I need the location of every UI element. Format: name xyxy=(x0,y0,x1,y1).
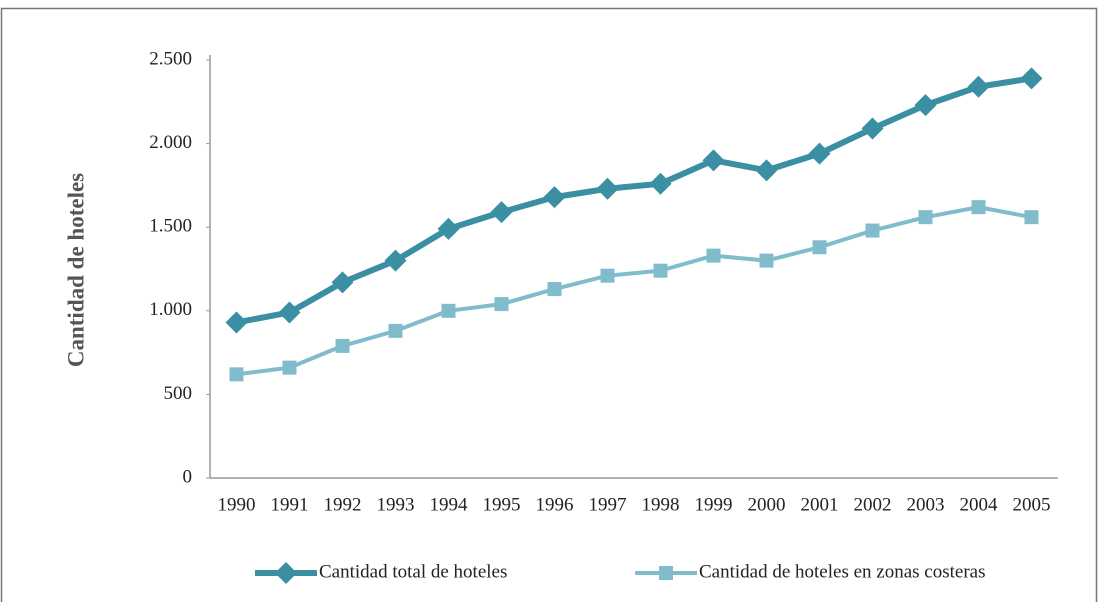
data-point xyxy=(702,149,725,172)
x-tick-label: 1992 xyxy=(324,494,362,515)
data-point xyxy=(490,201,513,224)
x-tick-label: 2002 xyxy=(854,494,892,515)
data-point xyxy=(759,253,774,268)
x-tick-label: 1995 xyxy=(483,494,521,515)
y-axis-title: Cantidad de hoteles xyxy=(63,173,88,367)
data-point xyxy=(865,223,880,238)
legend-label: Cantidad total de hoteles xyxy=(319,561,507,582)
legend-marker xyxy=(275,562,297,584)
data-point xyxy=(971,200,986,215)
x-tick-label: 2001 xyxy=(801,494,839,515)
data-point xyxy=(649,172,672,195)
data-point xyxy=(331,271,354,294)
data-point xyxy=(1020,67,1043,90)
data-point xyxy=(437,217,460,240)
x-tick-label: 1993 xyxy=(377,494,415,515)
y-tick-label: 2.000 xyxy=(149,132,192,153)
x-tick-label: 2003 xyxy=(907,494,945,515)
x-tick-label: 1990 xyxy=(218,494,256,515)
y-tick-label: 2.500 xyxy=(149,48,192,69)
x-tick-label: 2004 xyxy=(960,494,999,515)
data-point xyxy=(494,297,509,312)
data-point xyxy=(278,301,301,324)
data-point xyxy=(808,142,831,165)
data-point xyxy=(543,186,566,209)
data-point xyxy=(229,367,244,382)
x-tick-label: 1997 xyxy=(589,494,627,515)
legend-label: Cantidad de hoteles en zonas costeras xyxy=(699,561,985,582)
data-point xyxy=(335,338,350,353)
frame xyxy=(0,7,1098,602)
data-point xyxy=(596,177,619,200)
x-tick-label: 2000 xyxy=(748,494,786,515)
data-point xyxy=(388,323,403,338)
x-tick-label: 2005 xyxy=(1013,494,1051,515)
data-point xyxy=(861,117,884,140)
data-point xyxy=(225,311,248,334)
x-tick-label: 1998 xyxy=(642,494,680,515)
data-point xyxy=(706,248,721,263)
y-tick-label: 1.500 xyxy=(149,216,192,237)
data-point xyxy=(918,210,933,225)
data-point xyxy=(547,282,562,297)
y-tick-label: 1.000 xyxy=(149,299,192,320)
data-point xyxy=(914,94,937,117)
data-point xyxy=(1024,210,1039,225)
data-point xyxy=(812,240,827,255)
data-point xyxy=(384,249,407,272)
data-point xyxy=(441,303,456,318)
legend-marker xyxy=(659,566,673,580)
series-line xyxy=(235,75,1032,326)
data-point xyxy=(600,268,615,283)
x-tick-label: 1994 xyxy=(430,494,469,515)
data-point xyxy=(967,75,990,98)
y-tick-label: 500 xyxy=(164,383,193,404)
x-tick-label: 1991 xyxy=(271,494,309,515)
x-tick-label: 1999 xyxy=(695,494,733,515)
series-line xyxy=(236,205,1032,377)
y-tick-label: 0 xyxy=(183,466,193,487)
x-tick-label: 1996 xyxy=(536,494,574,515)
data-point xyxy=(755,159,778,182)
data-point xyxy=(653,263,668,278)
data-point xyxy=(282,360,297,375)
